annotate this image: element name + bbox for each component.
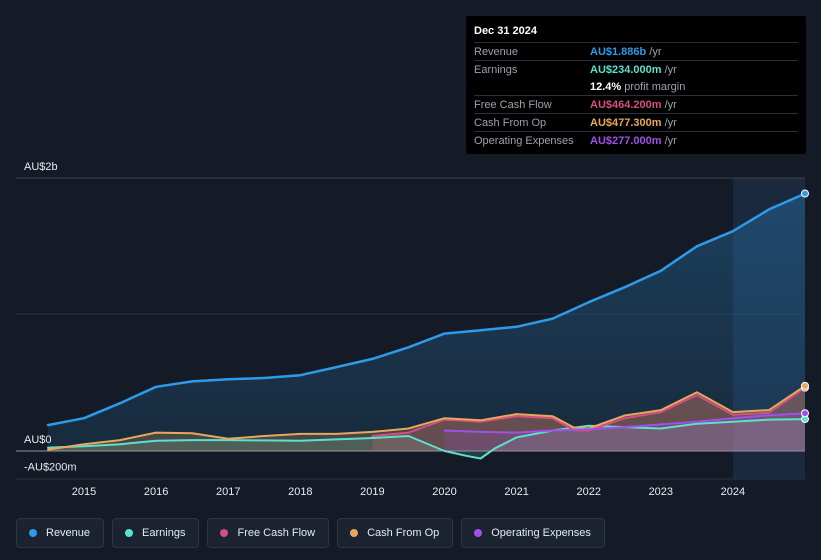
profit-margin-value: 12.4%: [590, 80, 622, 93]
x-tick-label: 2024: [721, 486, 745, 498]
tooltip-date: Dec 31 2024: [474, 25, 537, 37]
tooltip-unit: /yr: [664, 63, 677, 76]
series-line-revenue: [46, 192, 807, 427]
tooltip-value: AU$477.300m: [590, 116, 662, 129]
legend-item-operating-expenses[interactable]: Operating Expenses: [461, 518, 605, 548]
tooltip-unit: /yr: [664, 116, 677, 129]
y-axis-label: AU$2b: [24, 161, 58, 173]
legend-item-revenue[interactable]: Revenue: [16, 518, 105, 548]
area-cfo: [48, 385, 805, 451]
series-line-opex: [443, 412, 806, 434]
legend-dot-icon: [350, 529, 359, 537]
tooltip-unit: /yr: [664, 134, 677, 147]
tooltip-value: AU$277.000m: [590, 134, 662, 147]
area-earnings: [48, 419, 805, 459]
end-marker-cfo: [801, 381, 809, 390]
area-revenue: [48, 193, 805, 451]
tooltip-unit: /yr: [664, 98, 677, 111]
tooltip-row-opex: Operating Expenses AU$277.000m /yr: [474, 131, 798, 149]
tooltip-label: Free Cash Flow: [474, 98, 552, 111]
x-tick-label: 2022: [576, 486, 600, 498]
legend-item-free-cash-flow[interactable]: Free Cash Flow: [207, 518, 330, 548]
x-tick-label: 2023: [649, 486, 673, 498]
tooltip-row-fcf: Free Cash Flow AU$464.200m /yr: [474, 95, 798, 113]
legend-label: Free Cash Flow: [237, 527, 316, 539]
legend-label: Operating Expenses: [491, 527, 591, 539]
x-tick-label: 2019: [360, 486, 384, 498]
x-tick-label: 2018: [288, 486, 312, 498]
area-fcf: [372, 387, 805, 451]
tooltip-label: Revenue: [474, 45, 519, 58]
legend-dot-icon: [474, 529, 483, 537]
legend-item-cash-from-op[interactable]: Cash From Op: [337, 518, 454, 548]
tooltip-unit: /yr: [649, 45, 662, 58]
series-line-fcf: [371, 386, 806, 437]
legend-item-earnings[interactable]: Earnings: [112, 518, 200, 548]
tooltip-value: AU$234.000m: [590, 63, 662, 76]
y-axis-label: -AU$200m: [24, 461, 77, 473]
series-line-earnings: [47, 418, 806, 460]
tooltip-label: Cash From Op: [474, 116, 547, 129]
x-tick-label: 2020: [432, 486, 456, 498]
tooltip-label: Earnings: [474, 63, 518, 76]
legend-dot-icon: [125, 529, 134, 537]
tooltip-value: AU$1.886b: [590, 45, 647, 58]
legend-dot-icon: [29, 529, 37, 537]
tooltip-label: Operating Expenses: [474, 134, 574, 147]
end-marker-revenue: [801, 189, 809, 198]
legend-dot-icon: [220, 529, 229, 537]
end-marker-opex: [801, 409, 809, 418]
profit-margin-text: profit margin: [624, 80, 686, 93]
legend-label: Earnings: [142, 527, 186, 539]
tooltip-row-margin: 12.4% profit margin: [474, 78, 798, 95]
tooltip-row-revenue: Revenue AU$1.886b /yr: [474, 42, 798, 60]
chart-canvas: AU$2b AU$0 -AU$200m 2015 2016 2017 2018 2019 20…: [16, 161, 809, 498]
chart-legend: Revenue Earnings Free Cash Flow Cash Fro…: [16, 518, 605, 548]
y-axis-label: AU$0: [24, 434, 52, 446]
series-line-cfo: [47, 384, 806, 451]
x-tick-label: 2015: [72, 486, 96, 498]
x-tick-label: 2021: [504, 486, 528, 498]
x-tick-label: 2017: [216, 486, 240, 498]
legend-label: Cash From Op: [367, 527, 440, 539]
data-tooltip: Dec 31 2024 Revenue AU$1.886b /yr Earnin…: [466, 16, 806, 154]
legend-label: Revenue: [46, 527, 91, 539]
tooltip-row-earnings: Earnings AU$234.000m /yr: [474, 60, 798, 78]
tooltip-row-cfo: Cash From Op AU$477.300m /yr: [474, 113, 798, 131]
x-tick-label: 2016: [144, 486, 168, 498]
tooltip-value: AU$464.200m: [590, 98, 662, 111]
